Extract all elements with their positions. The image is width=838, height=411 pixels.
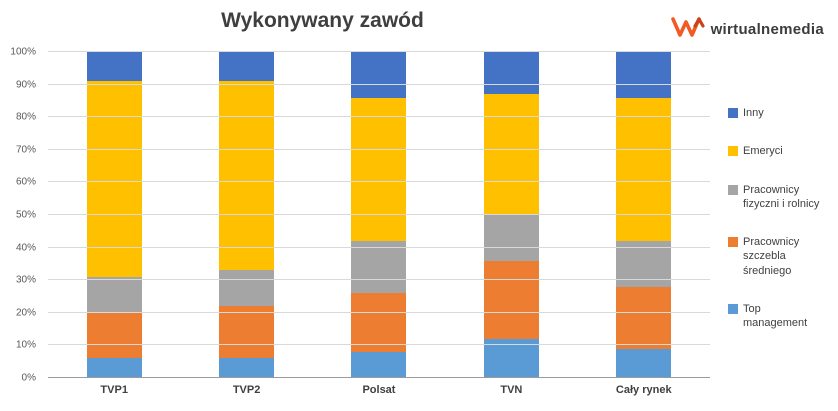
legend: Inny Emeryci Pracownicy fizyczni i rolnicy…: [728, 106, 834, 331]
gridline: [48, 181, 710, 183]
bar-segment: [219, 81, 275, 271]
gridline: [48, 311, 710, 313]
x-tick-label: TVP1: [100, 384, 128, 396]
bar-segment: [616, 348, 672, 378]
legend-swatch: [728, 184, 738, 195]
bar-segment: [483, 338, 539, 378]
legend-item: Pracownicy szczebla średniego: [728, 235, 834, 278]
bar-cały-rynek: [616, 52, 672, 378]
bar-segment: [616, 52, 672, 98]
y-tick-label: 100%: [10, 46, 36, 58]
bar-segment: [351, 52, 407, 98]
bar-segment: [351, 351, 407, 378]
y-tick-label: 90%: [15, 79, 36, 91]
legend-label: Emeryci: [743, 145, 783, 158]
bar-segment: [86, 312, 142, 359]
legend-label: Pracownicy szczebla średniego: [743, 236, 800, 277]
bar-segment: [351, 241, 407, 294]
y-tick-label: 20%: [15, 307, 36, 319]
gridline: [48, 83, 710, 85]
plot-area: [48, 51, 710, 378]
bar-segment: [616, 286, 672, 349]
y-axis-labels: 0% 10% 20% 30% 40% 50% 60% 70% 80% 90% 100%: [0, 47, 42, 384]
y-tick-label: 30%: [15, 274, 36, 286]
logo-text: wirtualnemedia: [710, 21, 824, 38]
bar-segment: [86, 276, 142, 313]
x-tick-label: Cały rynek: [615, 384, 672, 396]
bar-tvp2: [219, 52, 275, 378]
legend-label: Pracownicy fizyczni i rolnicy: [743, 183, 820, 210]
x-axis-line: [48, 377, 710, 378]
x-tick-label: TVN: [500, 384, 523, 396]
y-tick-label: 0%: [21, 372, 36, 384]
bar-segment: [351, 97, 407, 242]
bar-tvn: [483, 52, 539, 378]
bar-segment: [616, 241, 672, 287]
legend-label: Inny: [743, 107, 764, 119]
gridline: [48, 246, 710, 248]
x-axis-labels: TVP1 TVP2 Polsat TVN Cały rynek: [48, 384, 710, 396]
y-tick-label: 50%: [15, 209, 36, 221]
x-tick-label: Polsat: [362, 384, 396, 396]
legend-label: Top management: [743, 303, 808, 330]
y-tick-label: 60%: [15, 176, 36, 188]
legend-item: Emeryci: [728, 144, 834, 158]
bar-segment: [86, 81, 142, 277]
legend-item: Pracownicy fizyczni i rolnicy: [728, 183, 834, 212]
gridline: [48, 279, 710, 281]
legend-swatch: [728, 237, 738, 248]
bar-segment: [219, 306, 275, 359]
wirtualnemedia-logo: wirtualnemedia: [670, 16, 824, 43]
bar-segment: [483, 215, 539, 261]
gridline: [48, 51, 710, 52]
bar-segment: [483, 260, 539, 339]
legend-swatch: [728, 304, 738, 315]
y-tick-label: 80%: [15, 111, 36, 123]
gridline: [48, 214, 710, 215]
bar-segment: [483, 94, 539, 216]
y-tick-label: 40%: [15, 242, 36, 254]
bar-segment: [86, 358, 142, 378]
y-tick-label: 10%: [15, 339, 36, 351]
bars-row: [48, 52, 710, 378]
gridline: [48, 148, 710, 150]
legend-item: Top management: [728, 302, 834, 331]
x-tick-label: TVP2: [232, 384, 261, 396]
legend-swatch: [728, 146, 738, 157]
bar-segment: [219, 52, 275, 82]
gridline: [48, 116, 710, 118]
bar-polsat: [351, 52, 407, 378]
wm-logo-icon: [670, 16, 705, 43]
bar-tvp1: [86, 52, 142, 378]
gridline: [48, 344, 710, 346]
bar-segment: [219, 358, 275, 378]
bar-segment: [483, 52, 539, 95]
chart-title: Wykonywany zawód: [221, 9, 424, 32]
legend-item: Inny: [728, 106, 834, 120]
y-tick-label: 70%: [15, 144, 36, 156]
bar-segment: [86, 52, 142, 82]
bar-segment: [219, 270, 275, 307]
bar-segment: [616, 97, 672, 242]
bar-segment: [351, 293, 407, 352]
legend-swatch: [728, 108, 738, 118]
